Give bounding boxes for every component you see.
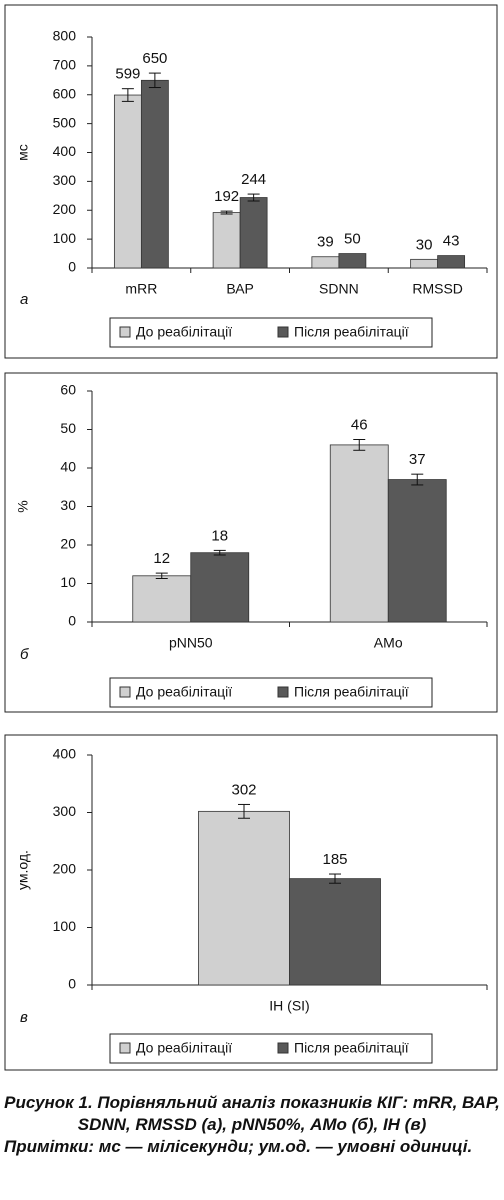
y-tick-label: 800 <box>53 28 77 44</box>
legend-swatch <box>119 686 131 698</box>
error-bar <box>329 873 341 884</box>
y-tick-label: 0 <box>68 259 76 275</box>
bar <box>338 253 367 269</box>
y-tick-label: 100 <box>53 230 77 246</box>
x-tick-label: ІН (SI) <box>269 998 309 1014</box>
y-axis-label: мс <box>15 144 31 161</box>
data-label: 18 <box>211 527 228 544</box>
data-label: 650 <box>142 50 167 67</box>
bar <box>239 197 268 269</box>
bar <box>190 552 250 623</box>
legend-swatch <box>277 1042 289 1054</box>
data-label: 50 <box>344 231 361 248</box>
y-axis-label: % <box>15 500 31 512</box>
y-tick-label: 200 <box>53 201 77 217</box>
legend-label: До реабілітації <box>136 1040 232 1056</box>
y-tick-label: 200 <box>53 861 77 877</box>
bar <box>212 212 241 269</box>
data-label: 599 <box>115 66 140 83</box>
error-bar <box>121 88 134 102</box>
panel-frame <box>4 734 498 1071</box>
bar <box>132 575 192 623</box>
data-label: 39 <box>317 234 334 251</box>
legend-swatch <box>119 326 131 338</box>
legend-label: Після реабілітації <box>294 1040 409 1056</box>
panel-label: в <box>20 1009 28 1026</box>
bar <box>410 258 439 269</box>
legend-label: До реабілітації <box>136 324 232 340</box>
panel-label: а <box>20 291 28 308</box>
error-bar <box>220 210 233 215</box>
bar <box>198 810 290 986</box>
caption: Рисунок 1. Порівняльний аналіз показникі… <box>4 1092 500 1158</box>
bar <box>140 79 169 269</box>
x-tick-label: RMSSD <box>412 281 463 297</box>
bar <box>329 444 389 623</box>
error-bar <box>411 473 424 486</box>
legend-box <box>109 677 433 708</box>
y-tick-label: 300 <box>53 803 77 819</box>
y-tick-label: 500 <box>53 114 77 130</box>
x-tick-label: SDNN <box>319 281 359 297</box>
error-bar <box>247 193 260 202</box>
y-tick-label: 0 <box>68 613 76 629</box>
y-tick-label: 400 <box>53 746 77 762</box>
data-label: 46 <box>351 416 368 433</box>
bar <box>311 256 340 269</box>
y-tick-label: 300 <box>53 172 77 188</box>
y-tick-label: 60 <box>60 382 76 398</box>
bar <box>113 94 142 269</box>
panel-label: б <box>20 646 29 663</box>
error-bar <box>148 72 161 89</box>
x-tick-label: АМо <box>374 635 403 651</box>
data-label: 30 <box>416 236 433 253</box>
legend-label: Після реабілітації <box>294 684 409 700</box>
figure: 0100200300400500600700800мсmRR599650ВАР1… <box>4 4 498 1071</box>
bar <box>437 255 466 269</box>
y-tick-label: 400 <box>53 143 77 159</box>
y-tick-label: 30 <box>60 497 76 513</box>
caption-notes: Примітки: мс — мілісекунди; ум.од. — умо… <box>4 1137 473 1156</box>
legend-label: Після реабілітації <box>294 324 409 340</box>
y-tick-label: 40 <box>60 459 76 475</box>
legend-swatch <box>277 686 289 698</box>
error-bar <box>353 439 366 451</box>
bar <box>289 878 381 986</box>
panel-frame <box>4 372 498 713</box>
legend-box <box>109 1033 433 1064</box>
data-label: 244 <box>241 171 266 188</box>
x-tick-label: pNN50 <box>169 635 213 651</box>
legend-label: До реабілітації <box>136 684 232 700</box>
y-tick-label: 50 <box>60 420 76 436</box>
data-label: 192 <box>214 188 239 205</box>
error-bar <box>213 549 226 556</box>
legend-swatch <box>119 1042 131 1054</box>
error-bar <box>238 803 250 819</box>
error-bar <box>155 572 168 579</box>
y-tick-label: 700 <box>53 57 77 73</box>
legend-swatch <box>277 326 289 338</box>
y-tick-label: 20 <box>60 536 76 552</box>
panel-frame <box>4 4 498 359</box>
bar <box>387 479 447 623</box>
x-tick-label: ВАР <box>226 281 254 297</box>
data-label: 43 <box>443 233 460 250</box>
caption-title: Рисунок 1. Порівняльний аналіз показникі… <box>4 1093 500 1134</box>
y-axis-label: ум.од. <box>15 850 31 890</box>
legend-box <box>109 317 433 348</box>
data-label: 185 <box>322 851 347 868</box>
data-label: 12 <box>153 550 170 567</box>
y-tick-label: 600 <box>53 85 77 101</box>
data-label: 37 <box>409 451 426 468</box>
y-tick-label: 10 <box>60 574 76 590</box>
x-tick-label: mRR <box>125 281 157 297</box>
y-tick-label: 0 <box>68 976 76 992</box>
y-tick-label: 100 <box>53 918 77 934</box>
data-label: 302 <box>231 781 256 798</box>
